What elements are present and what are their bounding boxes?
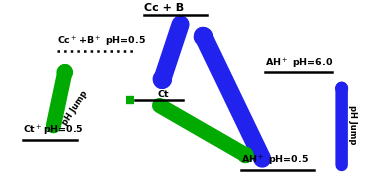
- Text: Ct: Ct: [157, 90, 169, 98]
- Text: Ct$^+$pH=0.5: Ct$^+$pH=0.5: [23, 124, 84, 138]
- Text: Cc + B: Cc + B: [144, 3, 184, 13]
- Text: AH$^+$ pH=6.0: AH$^+$ pH=6.0: [265, 57, 333, 71]
- Text: Cc$^+$+B$^+$ pH=0.5: Cc$^+$+B$^+$ pH=0.5: [56, 35, 145, 49]
- Text: AH$^+$ pH=0.5: AH$^+$ pH=0.5: [241, 154, 309, 168]
- Text: pH Jump: pH Jump: [348, 105, 357, 144]
- Text: pH Jump: pH Jump: [60, 89, 89, 127]
